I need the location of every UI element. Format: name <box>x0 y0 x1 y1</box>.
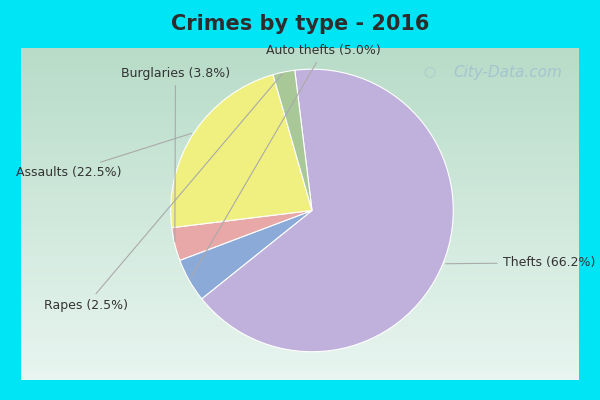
Wedge shape <box>180 210 312 299</box>
Text: Rapes (2.5%): Rapes (2.5%) <box>44 74 282 312</box>
Text: Burglaries (3.8%): Burglaries (3.8%) <box>121 67 230 242</box>
Text: Auto thefts (5.0%): Auto thefts (5.0%) <box>191 44 380 278</box>
Wedge shape <box>273 70 312 210</box>
Text: ○: ○ <box>423 65 435 78</box>
Text: City-Data.com: City-Data.com <box>454 65 562 80</box>
Wedge shape <box>171 75 312 228</box>
Wedge shape <box>172 210 312 260</box>
Wedge shape <box>202 69 453 352</box>
Text: Crimes by type - 2016: Crimes by type - 2016 <box>171 14 429 34</box>
Text: Assaults (22.5%): Assaults (22.5%) <box>16 133 191 179</box>
Text: Thefts (66.2%): Thefts (66.2%) <box>446 256 595 269</box>
